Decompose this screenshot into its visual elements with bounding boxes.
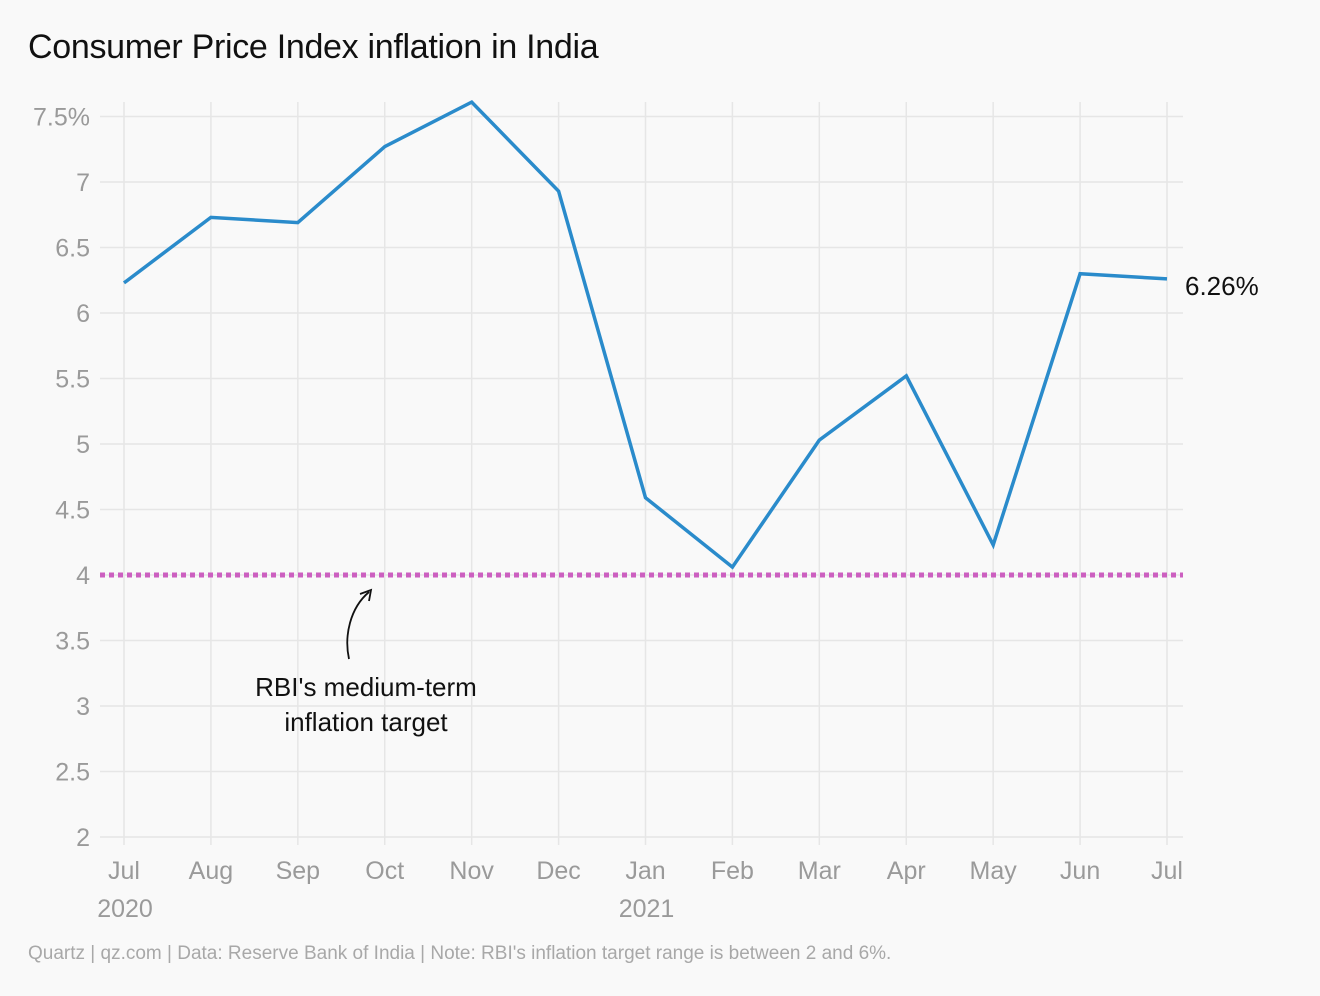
annotation-text: inflation target: [284, 707, 448, 737]
y-tick-label: 3.5: [55, 628, 90, 656]
x-year-label: 2021: [619, 895, 675, 923]
x-tick-label: Dec: [536, 857, 580, 885]
y-tick-label: 7.5%: [33, 104, 90, 132]
x-tick-label: Jul: [1151, 857, 1183, 885]
chart-title: Consumer Price Index inflation in India: [28, 28, 599, 66]
x-tick-label: Jul: [108, 857, 140, 885]
x-tick-label: Jan: [625, 857, 665, 885]
source-footer: Quartz | qz.com | Data: Reserve Bank of …: [28, 943, 892, 964]
y-tick-label: 5: [76, 431, 90, 459]
y-tick-label: 2.5: [55, 759, 90, 787]
x-tick-label: Mar: [798, 857, 841, 885]
x-tick-label: Apr: [887, 857, 926, 885]
y-tick-label: 3: [76, 693, 90, 721]
x-tick-label: Jun: [1060, 857, 1100, 885]
x-tick-label: Sep: [276, 857, 320, 885]
x-tick-label: Nov: [449, 857, 494, 885]
y-tick-label: 7: [76, 169, 90, 197]
annotation-text: RBI's medium-term: [255, 672, 477, 702]
y-tick-label: 4: [76, 562, 90, 590]
annotation-arrow: [346, 591, 370, 660]
x-tick-label: May: [970, 857, 1018, 885]
y-tick-label: 6.5: [55, 235, 90, 263]
label-layer: 2 2.5 3 3.5 4 4.5 5 5.5 6 6.5 7 7.5% Jul Aug Sep Oct Nov…: [33, 104, 1259, 924]
cpi-inflation-line: [122, 99, 1168, 570]
series-layer: [122, 99, 1168, 570]
y-tick-label: 5.5: [55, 366, 90, 394]
y-tick-label: 4.5: [55, 497, 90, 525]
x-tick-label: Aug: [189, 857, 233, 885]
y-tick-label: 6: [76, 300, 90, 328]
x-year-label: 2020: [97, 895, 153, 923]
y-tick-label: 2: [76, 824, 90, 852]
annotation-layer: RBI's medium-term inflation target: [255, 588, 477, 737]
arrow-head-icon: [359, 588, 373, 602]
x-tick-label: Feb: [711, 857, 754, 885]
grid-layer: [100, 102, 1183, 845]
x-tick-label: Oct: [365, 857, 404, 885]
end-value-label: 6.26%: [1185, 271, 1259, 301]
